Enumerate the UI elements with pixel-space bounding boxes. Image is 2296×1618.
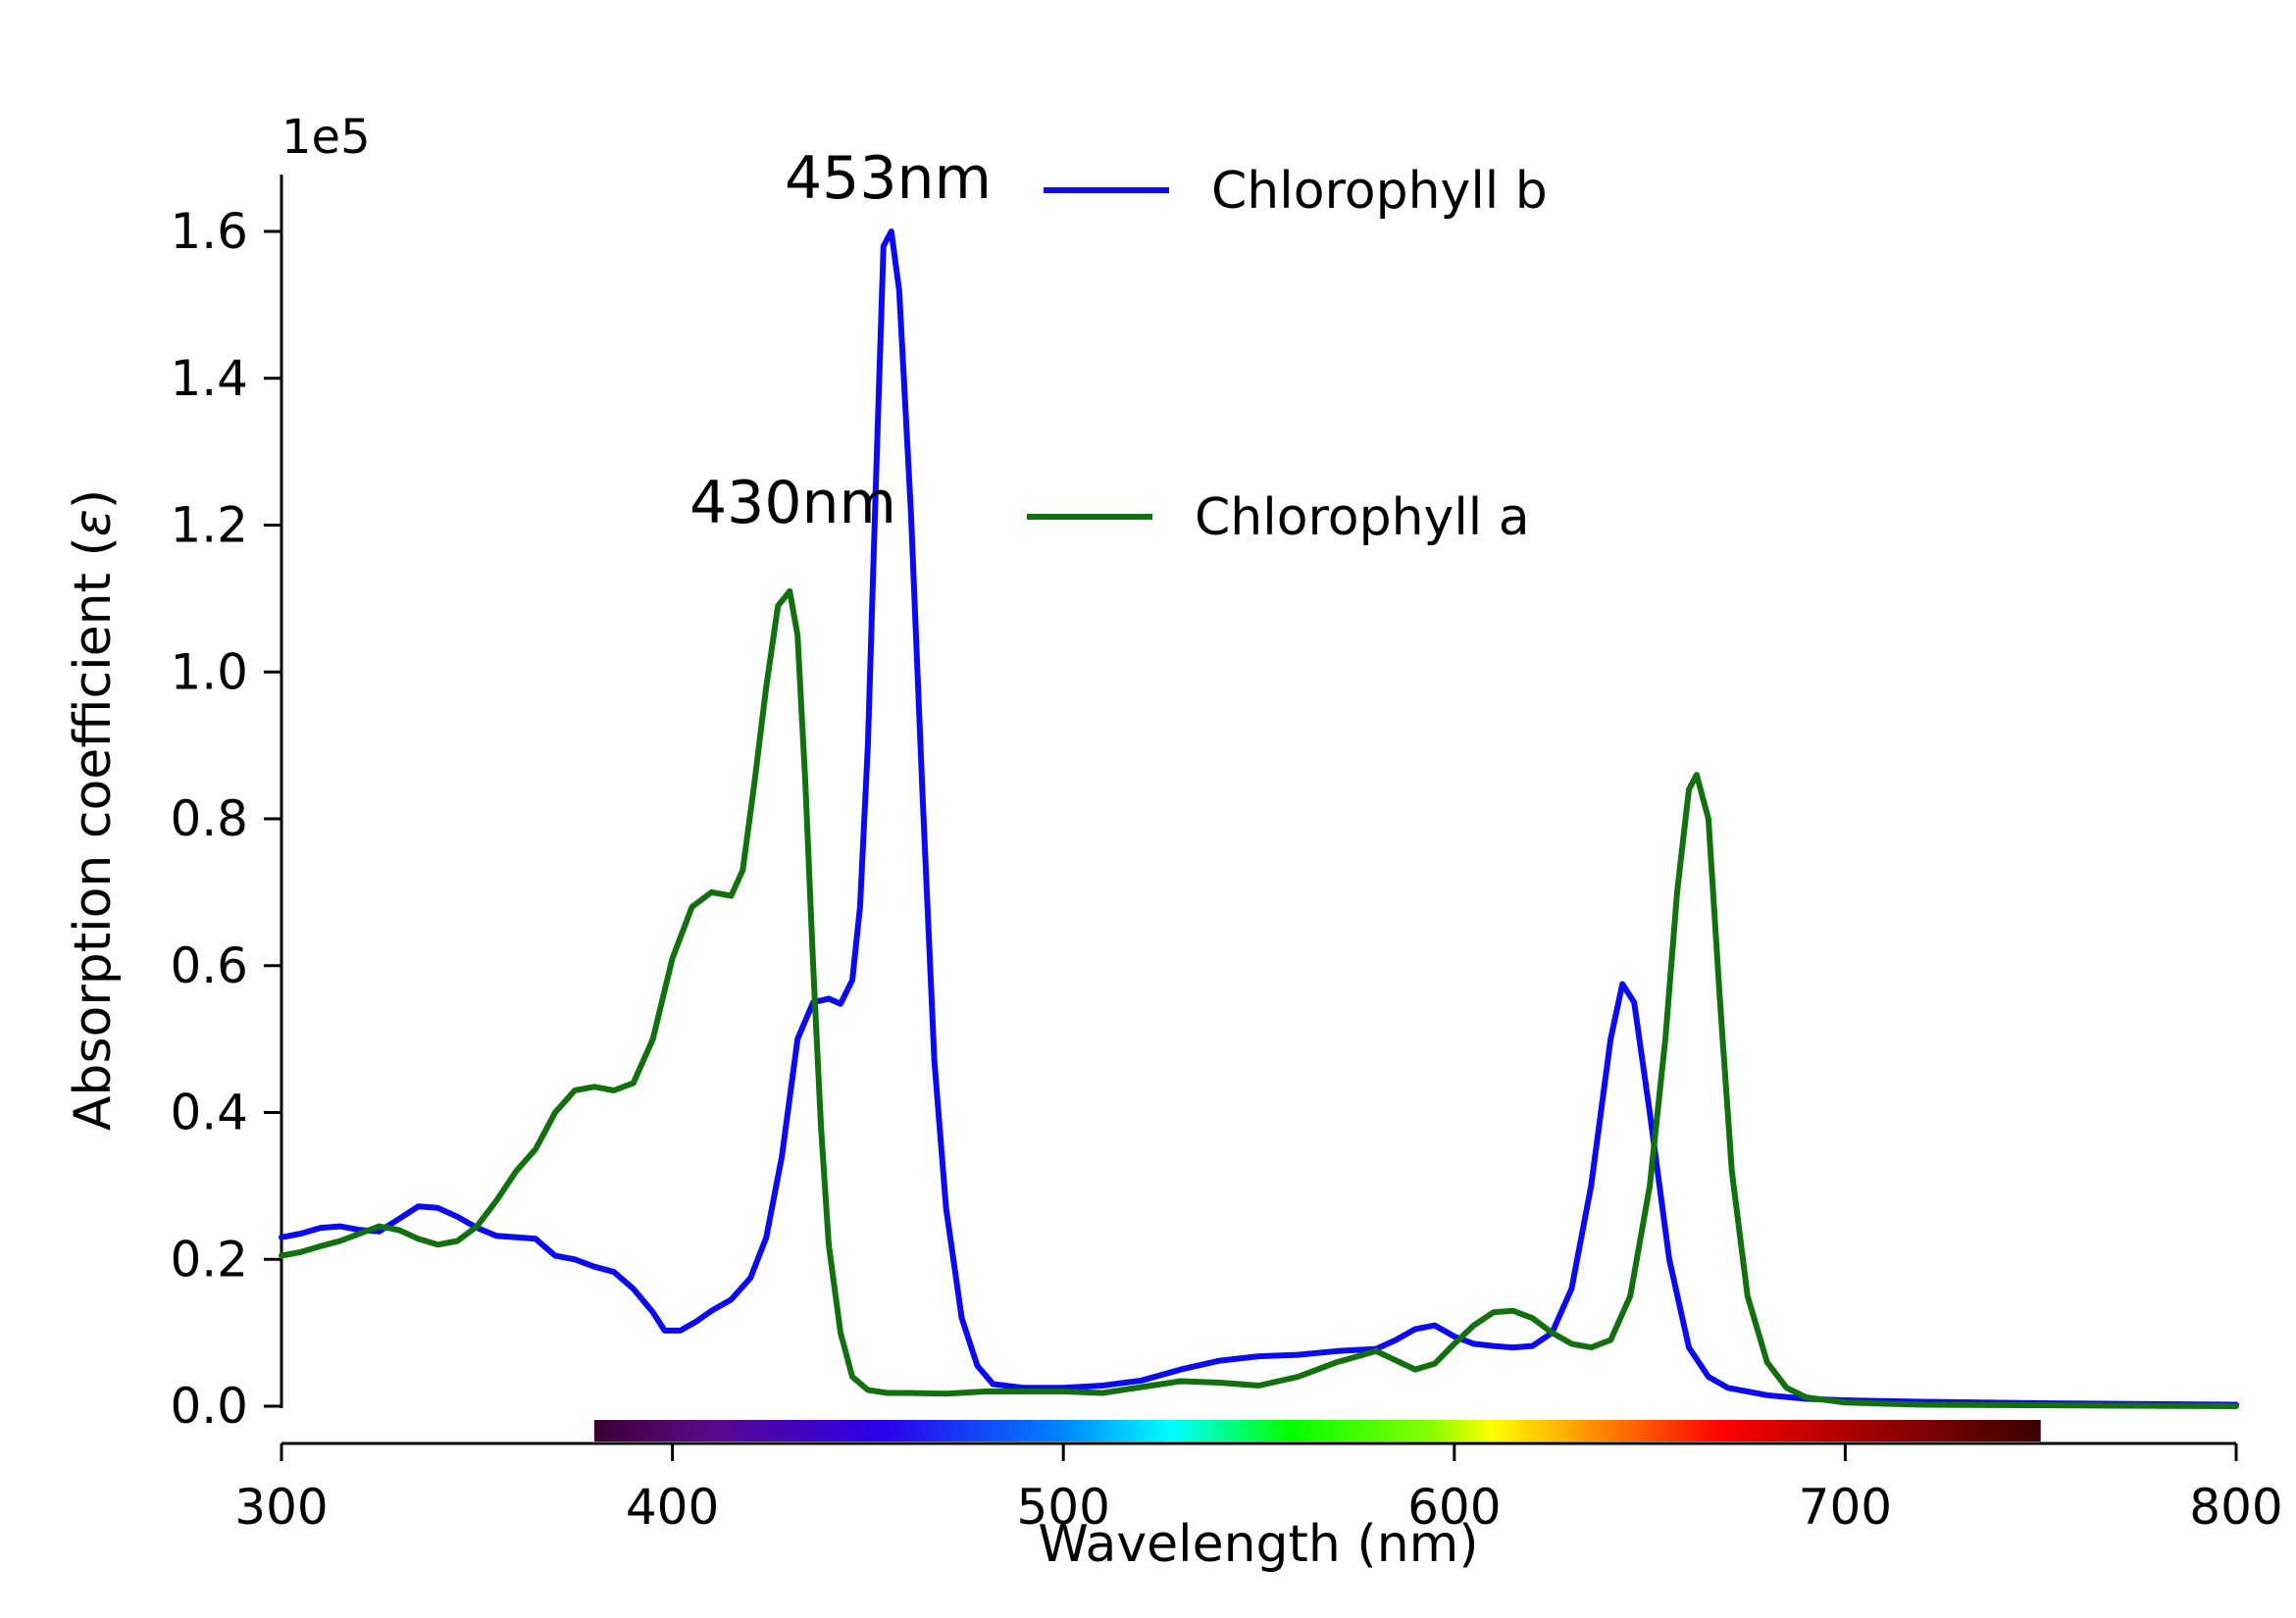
x-ticks: 300 400 500 600 700 800 xyxy=(234,1443,2283,1536)
y-axis-label: Absorption coefficient (ε) xyxy=(64,489,123,1131)
y-tick-label: 0.6 xyxy=(170,937,248,994)
series-layer xyxy=(279,228,2239,1409)
annotation-430nm: 430nm xyxy=(689,469,896,537)
legend-label-chlorophyll-b: Chlorophyll b xyxy=(1211,162,1548,221)
x-tick-label: 300 xyxy=(234,1479,328,1536)
x-tick-label: 700 xyxy=(1799,1479,1892,1536)
y-tick-label: 0.0 xyxy=(170,1378,248,1435)
y-ticks: 0.0 0.2 0.4 0.6 0.8 1.0 1.2 1.4 1.6 xyxy=(170,203,281,1435)
visible-spectrum-bar xyxy=(593,1420,2041,1441)
annotation-453nm: 453nm xyxy=(785,144,992,213)
legend: Chlorophyll b Chlorophyll a xyxy=(1027,162,1548,547)
y-tick-label: 1.0 xyxy=(170,643,248,700)
y-tick-label: 0.4 xyxy=(170,1085,248,1141)
series-line-chlorophyll-b xyxy=(279,228,2239,1408)
y-tick-label: 1.4 xyxy=(170,350,248,407)
x-tick-label: 400 xyxy=(626,1479,719,1536)
y-tick-label: 1.2 xyxy=(170,497,248,554)
x-tick-label: 500 xyxy=(1016,1479,1109,1536)
y-tick-label: 0.8 xyxy=(170,790,248,847)
series-line-chlorophyll-a xyxy=(279,587,2239,1409)
y-tick-label: 0.2 xyxy=(170,1231,248,1288)
legend-label-chlorophyll-a: Chlorophyll a xyxy=(1195,488,1530,547)
x-tick-label: 600 xyxy=(1407,1479,1501,1536)
y-tick-label: 1.6 xyxy=(170,203,248,260)
x-tick-label: 800 xyxy=(2189,1479,2282,1536)
y-multiplier-label: 1e5 xyxy=(281,110,371,165)
x-axis-label: Wavelength (nm) xyxy=(1038,1515,1478,1574)
